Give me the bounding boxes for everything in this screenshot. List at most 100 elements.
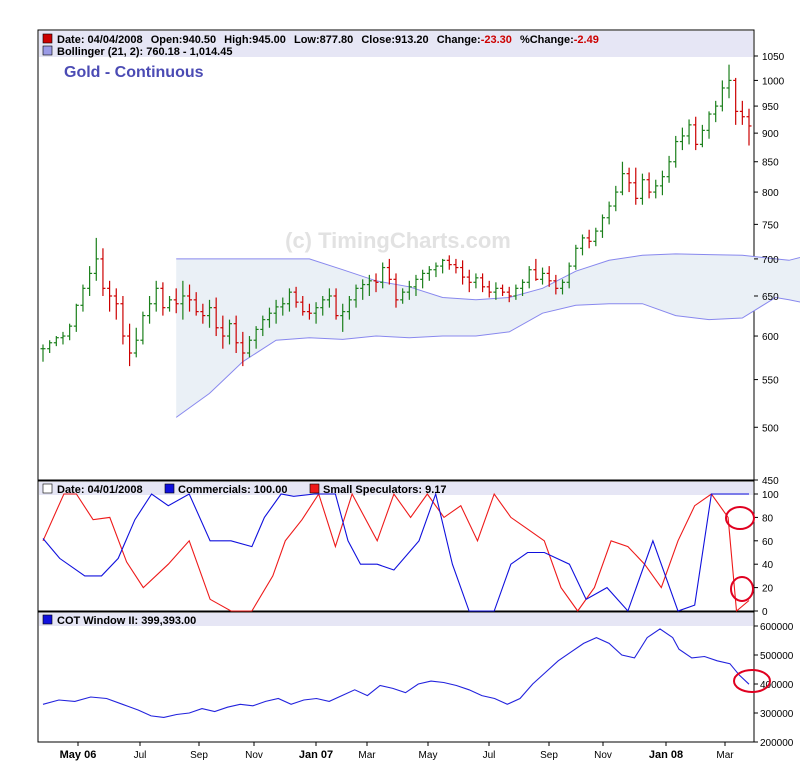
ohlc-bar bbox=[426, 266, 432, 281]
ohlc-bar bbox=[80, 284, 86, 312]
ohlc-bar bbox=[566, 262, 572, 289]
ohlc-bar bbox=[466, 269, 472, 293]
x-tick-label: Jan 07 bbox=[299, 749, 333, 761]
ohlc-bar bbox=[200, 303, 206, 324]
cot-index-lines bbox=[42, 492, 750, 613]
ohlc-bar bbox=[400, 288, 406, 304]
ohlc-bar bbox=[546, 266, 552, 287]
ohlc-bar bbox=[460, 260, 466, 285]
ohlc-bar bbox=[579, 234, 585, 256]
annotation-circle-window bbox=[733, 669, 771, 693]
ohlc-bar bbox=[300, 295, 306, 316]
ohlc-bar bbox=[686, 119, 692, 145]
annotation-circle-speculators bbox=[730, 576, 754, 602]
ohlc-bar bbox=[526, 266, 532, 289]
ohlc-bar bbox=[633, 167, 639, 205]
x-tick-label: Mar bbox=[358, 750, 376, 761]
ohlc-bar bbox=[67, 323, 73, 341]
ohlc-bar bbox=[306, 303, 312, 320]
ohlc-bar bbox=[673, 135, 679, 168]
ohlc-bar bbox=[480, 273, 486, 293]
legend-change-label: Change: bbox=[437, 34, 481, 46]
ohlc-bar bbox=[446, 255, 452, 270]
ohlc-bar bbox=[380, 262, 386, 289]
ohlc-bar bbox=[513, 284, 519, 300]
ohlc-bar bbox=[406, 280, 412, 300]
ohlc-bar bbox=[706, 111, 712, 139]
cot-tick-label: 0 bbox=[762, 607, 768, 618]
ohlc-bar bbox=[473, 273, 479, 289]
speculators-legend-square bbox=[309, 483, 320, 494]
ohlc-bar bbox=[320, 295, 326, 316]
watermark: (c) TimingCharts.com bbox=[285, 228, 511, 253]
price-tick-label: 550 bbox=[762, 376, 779, 387]
price-tick-label: 900 bbox=[762, 129, 779, 140]
cot-axis: 100 80 60 40 20 0 bbox=[754, 490, 779, 618]
window-panel-frame bbox=[37, 611, 755, 743]
price-tick-label: 1000 bbox=[762, 76, 785, 87]
bollinger-legend-square bbox=[42, 45, 53, 56]
ohlc-bar bbox=[560, 279, 566, 295]
price-tick-label: 450 bbox=[762, 476, 779, 487]
ohlc-bar bbox=[606, 201, 612, 225]
ohlc-bar bbox=[493, 282, 499, 300]
ohlc-bar bbox=[127, 323, 133, 367]
ohlc-bar bbox=[693, 116, 699, 151]
ohlc-bar bbox=[207, 299, 213, 328]
ohlc-bar bbox=[666, 155, 672, 183]
ohlc-bar bbox=[340, 303, 346, 332]
ohlc-bar bbox=[619, 161, 625, 196]
ohlc-bar bbox=[746, 108, 752, 146]
legend-change-value: -23.30 bbox=[481, 34, 512, 46]
ohlc-bar bbox=[540, 267, 546, 285]
window-tick-label: 400000 bbox=[760, 680, 794, 691]
x-tick-label: Nov bbox=[245, 750, 263, 761]
bollinger-legend: Bollinger (21, 2): 760.18 - 1,014.45 bbox=[57, 46, 232, 58]
x-axis: May 06 Jul Sep Nov Jan 07 Mar May Jul Sep Nov Jan … bbox=[60, 742, 734, 761]
cot-tick-label: 20 bbox=[762, 584, 774, 595]
price-panel-frame bbox=[37, 29, 755, 481]
ohlc-bar bbox=[47, 340, 53, 354]
chart-title: Gold - Continuous bbox=[64, 64, 204, 81]
ohlc-bar bbox=[593, 227, 599, 247]
ohlc-bar bbox=[153, 280, 159, 312]
ohlc-bar bbox=[313, 302, 319, 324]
ohlc-bar bbox=[373, 273, 379, 293]
ohlc-bar bbox=[739, 100, 745, 125]
price-tick-label: 1050 bbox=[762, 52, 785, 63]
speculators-legend: Small Speculators: 9.17 bbox=[323, 484, 447, 496]
ohlc-bar bbox=[599, 214, 605, 238]
ohlc-bar bbox=[266, 307, 272, 328]
ohlc-bar bbox=[533, 258, 539, 281]
ohlc-bar bbox=[147, 295, 153, 324]
legend-pct-value: -2.49 bbox=[574, 34, 599, 46]
ohlc-bar bbox=[173, 288, 179, 314]
ohlc-bar bbox=[253, 326, 259, 349]
window-tick-label: 500000 bbox=[760, 651, 794, 662]
ohlc-bar bbox=[93, 237, 99, 281]
cot-panel-frame bbox=[37, 480, 755, 612]
ohlc-bar bbox=[286, 288, 292, 312]
price-legend-bg bbox=[39, 31, 753, 57]
price-axis: 1050 1000 950 900 850 800 750 700 650 600 550 500 45… bbox=[754, 52, 785, 487]
price-tick-label: 800 bbox=[762, 188, 779, 199]
ohlc-bar bbox=[233, 315, 239, 354]
x-tick-label: Jul bbox=[483, 750, 496, 761]
ohlc-bar bbox=[413, 274, 419, 296]
ohlc-bar bbox=[719, 80, 725, 112]
ohlc-bar bbox=[140, 311, 146, 345]
ohlc-bar bbox=[226, 319, 232, 345]
ohlc-bar bbox=[626, 167, 632, 193]
ohlc-bar bbox=[713, 100, 719, 123]
cot-window-series bbox=[42, 628, 750, 718]
ohlc-bar bbox=[679, 127, 685, 151]
x-tick-label: Sep bbox=[190, 750, 208, 761]
speculators-line bbox=[42, 492, 750, 613]
window-tick-label: 200000 bbox=[760, 738, 794, 749]
bollinger-upper-line bbox=[176, 253, 800, 301]
window-axis: 600000 500000 400000 300000 200000 bbox=[754, 622, 794, 749]
window-legend-bg bbox=[39, 613, 753, 626]
ohlc-bar bbox=[60, 331, 66, 345]
ohlc-bar bbox=[613, 185, 619, 212]
x-tick-label: May bbox=[419, 750, 438, 761]
